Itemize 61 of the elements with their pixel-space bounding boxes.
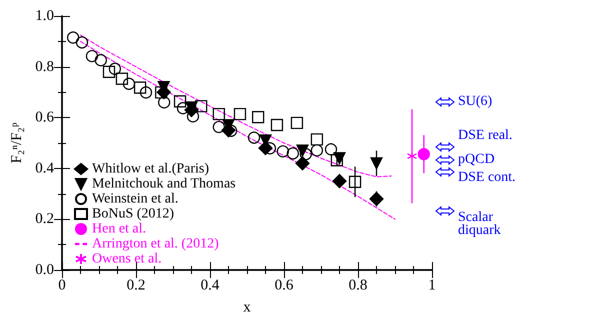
- point: [270, 118, 284, 132]
- legend-label: Owens et al.: [92, 252, 162, 266]
- point: [155, 86, 168, 99]
- point: [102, 66, 116, 78]
- point: [324, 143, 338, 156]
- text: Scalar diquark: [458, 210, 502, 238]
- line-series: [80, 34, 392, 178]
- y-tick-label: 0.4: [35, 160, 54, 176]
- line-series: [80, 40, 396, 220]
- point: [140, 86, 152, 99]
- point: [406, 151, 418, 162]
- text: DSE cont.: [458, 170, 517, 185]
- text: pQCD: [458, 152, 496, 167]
- point: [310, 133, 324, 146]
- point: [286, 147, 299, 160]
- point: [252, 110, 264, 124]
- point: [67, 31, 80, 44]
- legend-label: Melnitchouk and Thomas: [92, 176, 236, 192]
- point: [122, 78, 136, 90]
- point: [332, 174, 347, 188]
- point: [248, 132, 260, 144]
- x-tick-label: 0: [58, 278, 66, 294]
- x-tick-label: 1: [428, 278, 436, 294]
- point: [310, 144, 324, 156]
- point: [234, 108, 246, 120]
- y-tick-label: 0.0: [35, 262, 54, 278]
- point: [370, 157, 383, 170]
- y-tick-label: 0.6: [35, 110, 54, 126]
- x-tick-label: 0.4: [200, 278, 220, 294]
- point: [295, 156, 310, 170]
- point: [212, 120, 225, 134]
- point: [348, 176, 362, 188]
- y-tick-label: 1.0: [35, 8, 54, 24]
- y-axis-title: F₂ⁿ/F₂ᵖ: [8, 122, 25, 164]
- legend-label: Arrington et al. (2012): [92, 236, 220, 252]
- legend-label: BoNuS (2012): [92, 206, 174, 222]
- point: [108, 62, 122, 75]
- y-tick-label: 0.8: [35, 58, 54, 75]
- point: [212, 108, 225, 120]
- text: DSE real.: [458, 128, 514, 143]
- point: [195, 100, 208, 112]
- point: [134, 82, 146, 94]
- x-tick-label: 0.8: [348, 278, 368, 294]
- point: [116, 72, 128, 85]
- legend-label: Whitlow et al.(Paris): [92, 162, 210, 176]
- point: [86, 50, 98, 62]
- text: SU(6): [458, 94, 494, 109]
- x-tick-label: 0.6: [274, 278, 294, 294]
- point: [76, 36, 88, 49]
- y-tick-label: 0.2: [35, 211, 54, 228]
- point: [369, 192, 384, 206]
- legend-label: Hen et al.: [92, 222, 146, 236]
- x-axis-title: x: [243, 300, 252, 316]
- point: [94, 54, 107, 66]
- point: [290, 116, 304, 130]
- point: [276, 145, 289, 158]
- x-tick-label: 0.2: [126, 278, 146, 294]
- point: [418, 148, 430, 160]
- point: [330, 154, 344, 166]
- legend-label: Weinstein et al.: [92, 192, 178, 206]
- point: [174, 95, 186, 108]
